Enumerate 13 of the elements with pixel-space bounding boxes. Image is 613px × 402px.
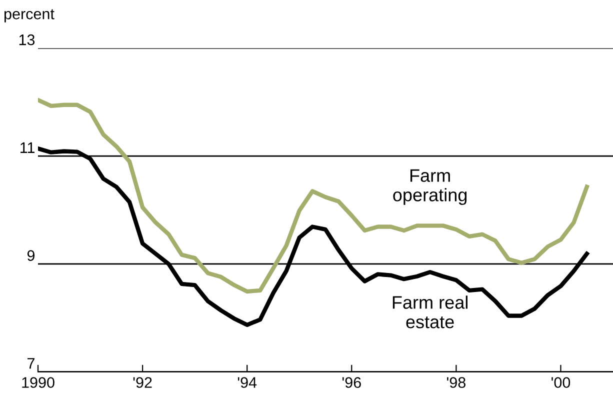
y-tick-label: 9 <box>27 250 35 261</box>
x-tick-label: 1990 <box>22 377 54 388</box>
series-label: Farm real estate <box>392 296 468 328</box>
y-tick-label: 11 <box>20 142 34 153</box>
x-tick-label: '96 <box>342 377 361 388</box>
y-axis-title: percent <box>4 9 54 22</box>
y-tick-label: 7 <box>28 358 34 369</box>
x-tick-label: '98 <box>447 377 466 388</box>
x-tick-label: '94 <box>238 377 257 388</box>
series-label: Farm operating <box>393 169 467 205</box>
x-tick-label: '00 <box>552 377 570 388</box>
x-tick-label: '92 <box>133 377 152 388</box>
y-tick-label: 13 <box>19 34 35 46</box>
